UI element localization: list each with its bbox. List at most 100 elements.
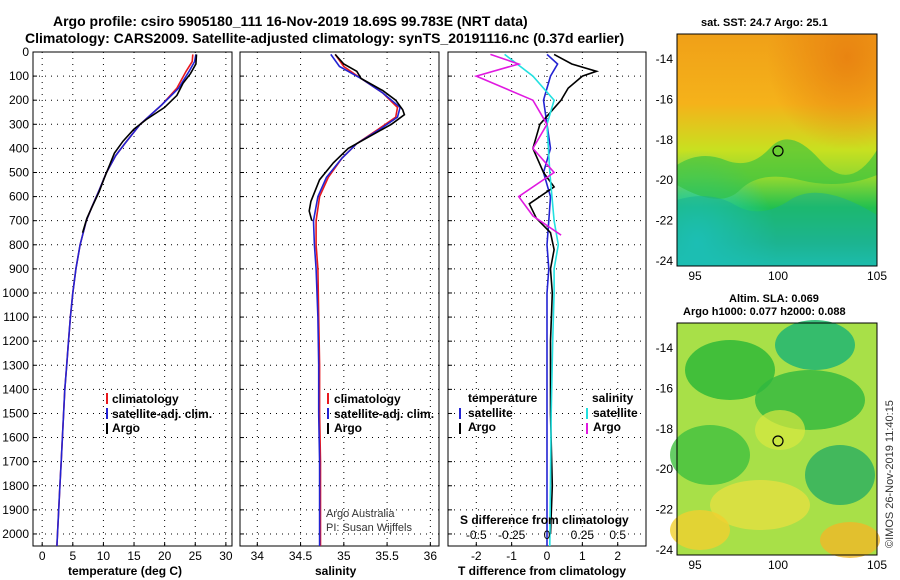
x-tick-label: 34.5 (289, 549, 313, 563)
series-t-argo (528, 53, 600, 535)
map-y-tick: -18 (656, 133, 674, 147)
sla-argo-location (772, 435, 784, 447)
grid-dots (33, 51, 646, 546)
y-tick-label: 100 (9, 69, 29, 83)
series-t-satellite (542, 53, 559, 546)
x-tick-label: 0 (39, 549, 46, 563)
x-tick-label: 20 (158, 549, 172, 563)
series-argo (81, 54, 198, 233)
x-tick-label: 15 (127, 549, 141, 563)
y-tick-label: 1000 (2, 286, 29, 300)
y-tick-label: 400 (9, 141, 29, 155)
map-x-tick: 95 (688, 558, 702, 572)
y-tick-label: 1100 (3, 310, 29, 324)
x-tick-label: 25 (189, 549, 203, 563)
x-tick-label: 34 (251, 549, 265, 563)
legend-climatology-s: climatology (334, 392, 401, 406)
y-tick-label: 1500 (2, 406, 29, 420)
salinity-panel-frame (239, 51, 440, 547)
s-diff-tick-label: 0.25 (571, 528, 595, 542)
s-diff-tick-label: 0 (544, 528, 551, 542)
legend-s-argo: Argo (593, 420, 621, 434)
legend-argo-s: Argo (334, 421, 362, 435)
y-tick-label: 700 (9, 214, 29, 228)
sst-map: sat. SST: 24.7 Argo: 25.1 (676, 17, 878, 267)
y-tick-label: 900 (9, 262, 29, 276)
y-tick-label: 1200 (2, 334, 29, 348)
s-diff-tick-label: 0.5 (609, 528, 626, 542)
legend-satellite-s: satellite-adj. clim. (334, 407, 434, 421)
map-y-tick: -14 (656, 341, 674, 355)
map-y-tick: -20 (656, 462, 674, 476)
y-tick-label: 1700 (2, 455, 29, 469)
s-diff-tick-label: -0.25 (498, 528, 526, 542)
profile-lines (56, 53, 600, 547)
y-tick-label: 500 (9, 165, 29, 179)
title-line-1: Argo profile: csiro 5905180_111 16-Nov-2… (53, 13, 528, 29)
y-tick-label: 600 (9, 190, 29, 204)
sla-map-subtitle: Argo h1000: 0.077 h2000: 0.088 (683, 306, 846, 318)
x-tick-label: 1 (579, 549, 586, 563)
legend-argo-t: Argo (112, 421, 140, 435)
y-tick-label: 1600 (2, 431, 29, 445)
x-tick-label: 10 (97, 549, 111, 563)
credit-argo-australia: Argo Australia (326, 508, 395, 520)
x-tick-label: 36 (424, 549, 438, 563)
y-tick-label: 1400 (2, 382, 29, 396)
y-tick-labels: 0 100 200 300 400 500 600 700 800 900 1000 1100 1200… (2, 45, 29, 541)
legend-s-satellite: satellite (593, 406, 638, 420)
sla-map-title: Altim. SLA: 0.069 (729, 293, 819, 305)
x-tick-label: 0 (544, 549, 551, 563)
x-tick-label: -2 (471, 549, 482, 563)
map-y-tick: -20 (656, 173, 674, 187)
legend-satellite-t: satellite-adj. clim. (112, 407, 212, 421)
x-tick-label: -1 (506, 549, 517, 563)
difference-legend: temperature satellite Argo salinity sate… (459, 391, 638, 434)
sst-argo-location (772, 145, 784, 157)
difference-xlabel: T difference from climatology (458, 564, 626, 578)
s-diff-tick-label: -0.5 (466, 528, 487, 542)
x-tick-label: 35 (337, 549, 351, 563)
map-y-tick: -16 (656, 92, 674, 106)
series-climatology (56, 54, 194, 547)
x-tick-label: 2 (614, 549, 621, 563)
credit-pi: PI: Susan Wijffels (326, 522, 412, 534)
map-y-tick: -24 (656, 254, 674, 268)
footer-credit: ©IMOS 26-Nov-2019 11:40:15 (884, 400, 896, 548)
map-x-tick: 100 (768, 269, 788, 283)
map-tick-labels: 95 100 105 -14 -16 -18 -20 -22 -24 95 100 105 -14 -16… (656, 52, 888, 572)
legend-t-argo: Argo (468, 420, 496, 434)
map-x-tick: 95 (688, 269, 702, 283)
legend-temperature-title: temperature (468, 391, 538, 405)
series-satellite-adj-clim- (56, 54, 197, 547)
x-tick-label: 30 (219, 549, 233, 563)
x-tick-label: 5 (69, 549, 76, 563)
y-tick-label: 300 (9, 117, 29, 131)
map-x-tick: 105 (867, 558, 887, 572)
map-y-tick: -22 (656, 503, 674, 517)
series-argo (308, 53, 406, 221)
series-s-satellite (504, 53, 560, 547)
y-tick-label: 2000 (2, 527, 29, 541)
legend-climatology-t: climatology (112, 392, 179, 406)
y-tick-label: 1800 (2, 479, 29, 493)
x-tick-label: 35.5 (375, 549, 399, 563)
temperature-xlabel: temperature (deg C) (68, 564, 182, 578)
map-x-tick: 105 (867, 269, 887, 283)
map-y-tick: -22 (656, 214, 674, 228)
series-satellite-adj-clim- (312, 53, 402, 546)
sst-map-title: sat. SST: 24.7 Argo: 25.1 (701, 17, 828, 29)
difference-xlabel-top: S difference from climatology (460, 513, 629, 527)
y-tick-label: 1300 (2, 358, 29, 372)
map-y-tick: -14 (656, 52, 674, 66)
series-s-argo (473, 53, 562, 236)
sla-map: Altim. SLA: 0.069 Argo h1000: 0.077 h200… (670, 293, 880, 558)
map-x-tick: 100 (768, 558, 788, 572)
x-tick-labels: 0 5 10 15 20 25 30 34 34.5 35 35.5 36 -2 -1 0 1 2 (39, 549, 622, 563)
y-tick-label: 800 (9, 238, 29, 252)
salinity-top-ticks: -0.5 -0.25 0 0.25 0.5 (466, 528, 626, 542)
temperature-legend: climatology satellite-adj. clim. Argo (106, 392, 212, 435)
legend-salinity-title: salinity (592, 391, 634, 405)
y-tick-label: 200 (9, 93, 29, 107)
